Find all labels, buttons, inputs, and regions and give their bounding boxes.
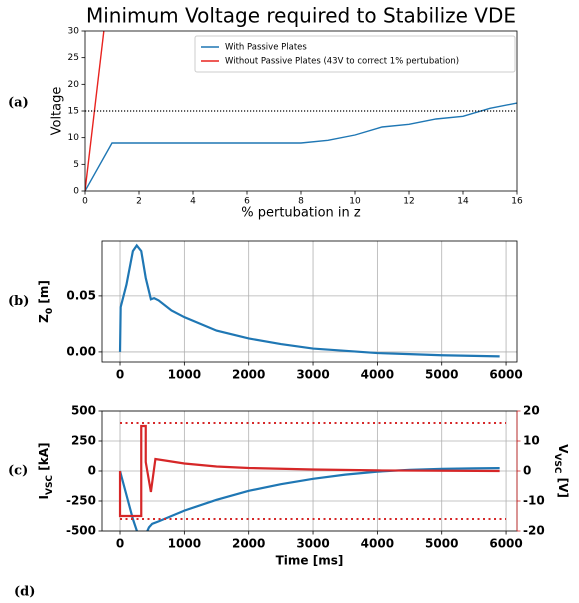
x-axis-label: % pertubation in z bbox=[241, 206, 361, 221]
y2-tick-label: 0 bbox=[523, 464, 531, 478]
y2-tick-label: -10 bbox=[523, 494, 545, 508]
y-axis-label-sub: 0 bbox=[45, 308, 55, 314]
x-tick-label: 0 bbox=[116, 537, 124, 551]
y-tick-label: 25 bbox=[68, 53, 79, 63]
x-tick-label: 3000 bbox=[296, 368, 329, 382]
x-tick-label: 1000 bbox=[168, 537, 201, 551]
y-tick-label: -250 bbox=[66, 494, 96, 508]
y-axis-label: Voltage bbox=[50, 87, 65, 136]
panel-label: (a) bbox=[8, 96, 29, 111]
y-tick-label: 10 bbox=[68, 133, 80, 143]
y-axis-label-main: I bbox=[37, 495, 51, 499]
y-tick-label: 20 bbox=[68, 80, 80, 90]
y-axis-label-main: Z bbox=[37, 314, 51, 323]
y2-tick-label: 20 bbox=[523, 404, 540, 418]
x-tick-label: 4000 bbox=[361, 368, 394, 382]
x-tick-label: 0 bbox=[116, 368, 124, 382]
x-axis-label: Time [ms] bbox=[276, 554, 344, 568]
x-tick-label: 4 bbox=[190, 197, 196, 207]
x-tick-label: 2 bbox=[136, 197, 142, 207]
y-tick-label: 15 bbox=[68, 107, 79, 117]
panel-label: (b) bbox=[8, 294, 29, 309]
series-line bbox=[118, 424, 500, 518]
x-tick-label: 6 bbox=[244, 197, 250, 207]
legend-box bbox=[194, 35, 516, 73]
y-tick-label: 250 bbox=[71, 434, 96, 448]
y-tick-label: 30 bbox=[68, 27, 80, 37]
x-tick-label: 3000 bbox=[296, 537, 329, 551]
y-tick-label: 0.00 bbox=[66, 344, 96, 358]
x-tick-label: 8 bbox=[298, 197, 304, 207]
x-tick-label: 6000 bbox=[489, 537, 522, 551]
y2-tick-label: 10 bbox=[523, 434, 540, 448]
legend-label: With Passive Plates bbox=[225, 43, 307, 53]
y-tick-label: 0.05 bbox=[66, 288, 96, 302]
y-axis-label: Z0 [m] bbox=[37, 280, 55, 323]
series-line bbox=[118, 467, 500, 531]
y2-tick-label: -20 bbox=[523, 524, 545, 538]
x-tick-label: 14 bbox=[457, 197, 469, 207]
panel-label: (d) bbox=[14, 585, 35, 600]
y-tick-label: 0 bbox=[88, 464, 96, 478]
x-tick-label: 2000 bbox=[232, 537, 265, 551]
y2-axis-label-main: V bbox=[557, 444, 571, 454]
y2-axis-label: VVSC [V] bbox=[553, 444, 571, 498]
x-tick-label: 5000 bbox=[425, 537, 458, 551]
x-tick-label: 6000 bbox=[489, 368, 522, 382]
y-axis-label-sub: VSC bbox=[45, 475, 55, 495]
y-tick-label: 0 bbox=[73, 187, 79, 197]
x-tick-label: 4000 bbox=[361, 537, 394, 551]
x-tick-label: 1000 bbox=[168, 368, 201, 382]
y-tick-label: 500 bbox=[71, 404, 96, 418]
y-axis-label-rest: [m] bbox=[37, 280, 51, 308]
x-tick-label: 10 bbox=[349, 197, 361, 207]
legend-label: Without Passive Plates (43V to correct 1… bbox=[225, 57, 459, 67]
plot-frame bbox=[84, 30, 518, 192]
x-tick-label: 0 bbox=[82, 197, 88, 207]
series-line bbox=[118, 243, 500, 358]
y-tick-label: -500 bbox=[66, 524, 96, 538]
plot-frame bbox=[101, 240, 518, 363]
y-tick-label: 5 bbox=[73, 160, 79, 170]
series-line bbox=[85, 102, 517, 191]
y2-axis-label-sub: VSC bbox=[553, 453, 563, 473]
x-tick-label: 5000 bbox=[425, 368, 458, 382]
y-axis-label-rest: [kA] bbox=[37, 443, 51, 475]
x-tick-label: 12 bbox=[403, 197, 414, 207]
y2-axis-label-rest: [V] bbox=[557, 473, 571, 497]
x-tick-label: 2000 bbox=[232, 368, 265, 382]
x-tick-label: 16 bbox=[511, 197, 523, 207]
series-line bbox=[85, 31, 105, 191]
panel-label: (c) bbox=[8, 464, 28, 479]
y-axis-label: IVSC [kA] bbox=[37, 443, 55, 500]
chart-title: Minimum Voltage required to Stabilize VD… bbox=[86, 4, 516, 28]
